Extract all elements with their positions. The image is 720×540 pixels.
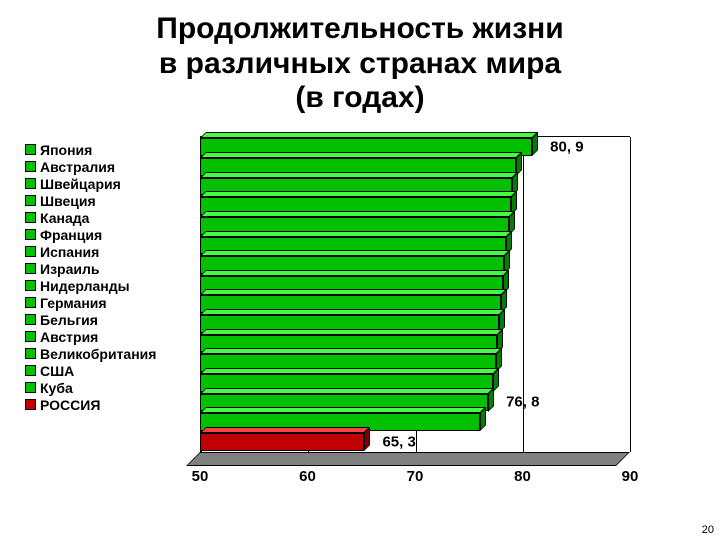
legend-item: Испания	[25, 244, 156, 260]
legend-swatch	[25, 314, 36, 325]
legend-label: Австрия	[40, 329, 98, 345]
legend-label: Нидерланды	[40, 278, 130, 294]
legend-label: Куба	[40, 380, 73, 396]
legend-swatch	[25, 144, 36, 155]
legend-item: Бельгия	[25, 312, 156, 328]
legend-label: Испания	[40, 244, 99, 260]
x-tick-label: 90	[622, 468, 639, 485]
x-tick-label: 50	[192, 468, 209, 485]
legend-swatch	[25, 331, 36, 342]
legend-label: Канада	[40, 210, 89, 226]
x-axis: 5060708090	[200, 468, 630, 486]
legend-label: Великобритания	[40, 346, 156, 362]
x-tick-label: 60	[299, 468, 316, 485]
bar-row: 65, 3	[200, 432, 630, 452]
bar-value-label: 80, 9	[550, 139, 583, 156]
legend-item: Франция	[25, 227, 156, 243]
bar-side	[532, 132, 538, 156]
chart-title: Продолжительность жизнив различных стран…	[0, 0, 720, 124]
chart-area: ЯпонияАвстралияШвейцарияШвецияКанадаФран…	[25, 130, 695, 500]
legend-label: Япония	[40, 142, 92, 158]
legend-label: РОССИЯ	[40, 397, 100, 413]
page-number: 20	[702, 524, 714, 536]
legend-swatch	[25, 161, 36, 172]
legend-item: Германия	[25, 295, 156, 311]
legend-item: РОССИЯ	[25, 397, 156, 413]
bar-side	[480, 407, 486, 431]
plot-area: 80, 976, 865, 3 5060708090	[200, 136, 630, 466]
bar-side	[364, 427, 370, 451]
title-line: Продолжительность жизни	[156, 12, 563, 45]
legend-item: Швеция	[25, 193, 156, 209]
bar-value-label: 65, 3	[382, 433, 415, 450]
legend-swatch	[25, 297, 36, 308]
legend-item: Нидерланды	[25, 278, 156, 294]
legend-swatch	[25, 263, 36, 274]
legend-label: Швеция	[40, 193, 96, 209]
legend-swatch	[25, 246, 36, 257]
legend-swatch	[25, 195, 36, 206]
legend-swatch	[25, 399, 36, 410]
title-line: в различных странах мира	[159, 47, 561, 80]
legend-item: Израиль	[25, 261, 156, 277]
legend-label: Бельгия	[40, 312, 98, 328]
chart-floor	[186, 452, 630, 466]
legend: ЯпонияАвстралияШвейцарияШвецияКанадаФран…	[25, 142, 156, 414]
bar-side	[493, 368, 499, 392]
legend-label: Израиль	[40, 261, 99, 277]
legend-item: Канада	[25, 210, 156, 226]
gridline	[630, 137, 631, 452]
legend-label: США	[40, 363, 74, 379]
legend-item: Австралия	[25, 159, 156, 175]
legend-label: Швейцария	[40, 176, 121, 192]
x-tick-label: 80	[514, 468, 531, 485]
legend-label: Австралия	[40, 159, 115, 175]
bar-face	[200, 433, 364, 451]
title-line: (в годах)	[295, 81, 424, 114]
x-tick-label: 70	[407, 468, 424, 485]
bars-container: 80, 9 76, 8 65, 3	[200, 138, 630, 452]
legend-swatch	[25, 212, 36, 223]
legend-item: Япония	[25, 142, 156, 158]
legend-item: Австрия	[25, 329, 156, 345]
legend-label: Франция	[40, 227, 102, 243]
legend-swatch	[25, 178, 36, 189]
bar-side	[488, 388, 494, 412]
bar-value-label: 76, 8	[506, 394, 539, 411]
legend-item: США	[25, 363, 156, 379]
legend-item: Великобритания	[25, 346, 156, 362]
legend-item: Куба	[25, 380, 156, 396]
legend-swatch	[25, 365, 36, 376]
legend-item: Швейцария	[25, 176, 156, 192]
legend-swatch	[25, 280, 36, 291]
legend-swatch	[25, 229, 36, 240]
legend-swatch	[25, 382, 36, 393]
legend-label: Германия	[40, 295, 107, 311]
legend-swatch	[25, 348, 36, 359]
